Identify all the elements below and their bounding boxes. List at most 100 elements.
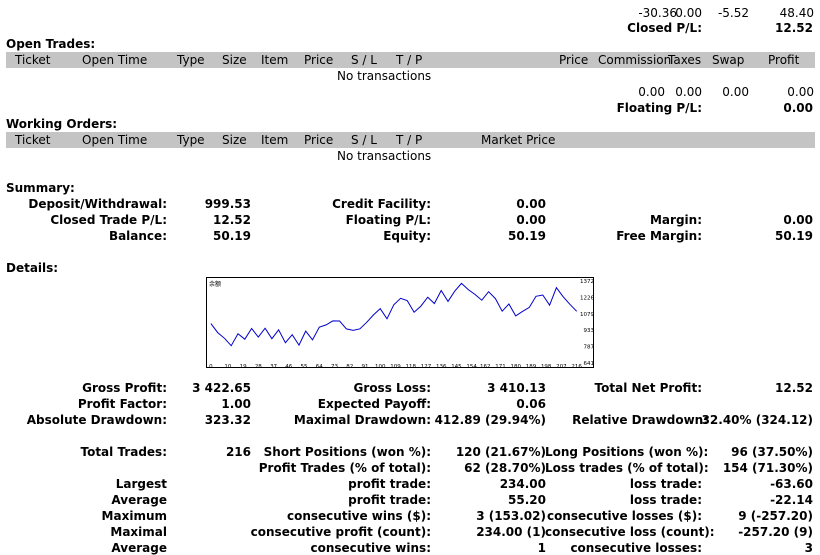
floating-pl-value: 0.00 <box>783 101 813 115</box>
y-tick-label: 1079 <box>580 312 594 318</box>
net-profit-value: 12.52 <box>775 381 813 395</box>
closed-pl-label: Closed P/L: <box>627 21 702 35</box>
col-item: Item <box>261 133 289 147</box>
working-orders-title: Working Orders: <box>6 117 118 131</box>
working-orders-empty: No transactions <box>337 149 432 163</box>
x-tick-label: 0 <box>209 364 213 369</box>
absolute-drawdown-label: Absolute Drawdown: <box>26 413 167 427</box>
profit-trades-value: 62 (28.70%) <box>464 461 546 475</box>
col-commission: Commission <box>598 53 672 67</box>
max-consecutive-losses-label: consecutive losses ($): <box>546 509 702 523</box>
x-tick-label: 145 <box>451 364 462 369</box>
average-loss-label: loss trade: <box>629 493 702 507</box>
x-tick-label: 73 <box>331 364 338 369</box>
long-positions-value: 96 (37.50%) <box>731 445 813 459</box>
largest-label: Largest <box>115 477 167 491</box>
profit-trades-label: Profit Trades (% of total): <box>258 461 431 475</box>
y-tick-label: 1372 <box>580 279 594 285</box>
summary-floating-label: Floating P/L: <box>345 213 431 227</box>
x-tick-label: 171 <box>495 364 506 369</box>
gross-profit-label: Gross Profit: <box>82 381 167 395</box>
short-positions-label: Short Positions (won %): <box>263 445 431 459</box>
total-trades-label: Total Trades: <box>80 445 167 459</box>
short-positions-value: 120 (21.67%) <box>455 445 546 459</box>
maximal-consecutive-loss-label: consecutive loss (count): <box>545 525 715 539</box>
open-commission-total: 0.00 <box>638 85 665 99</box>
balance-chart: 余额 1372 1226 1079 933 787 641 0 10 19 28 37 46 55 64… <box>206 277 595 370</box>
col-tp: T / P <box>396 133 423 147</box>
chart-title: 余额 <box>209 280 221 288</box>
equity-label: Equity: <box>383 229 431 243</box>
col-profit: Profit <box>768 53 800 67</box>
avg-consecutive-wins-label: consecutive wins: <box>310 541 431 555</box>
y-tick-label: 641 <box>584 361 595 367</box>
free-margin-label: Free Margin: <box>616 229 702 243</box>
x-tick-label: 100 <box>375 364 386 369</box>
relative-drawdown-value: 32.40% (324.12) <box>701 413 813 427</box>
y-tick-label: 933 <box>584 328 595 334</box>
x-tick-label: 118 <box>405 364 416 369</box>
top-value-2: 0.00 <box>675 6 702 20</box>
open-trades-header: Ticket Open Time Type Size Item Price S … <box>6 52 815 68</box>
col-size: Size <box>222 133 247 147</box>
closed-pl-value: 12.52 <box>775 21 813 35</box>
gross-profit-value: 3 422.65 <box>192 381 251 395</box>
maximal-label: Maximal <box>110 525 167 539</box>
col-ticket: Ticket <box>15 53 51 67</box>
average-consecutive-label: Average <box>111 541 167 555</box>
top-value-4: 48.40 <box>779 6 814 20</box>
largest-loss-label: loss trade: <box>629 477 702 491</box>
open-trades-empty: No transactions <box>337 69 432 83</box>
largest-profit-value: 234.00 <box>499 477 546 491</box>
gross-loss-label: Gross Loss: <box>353 381 431 395</box>
net-profit-label: Total Net Profit: <box>594 381 702 395</box>
col-size: Size <box>222 53 247 67</box>
summary-floating-value: 0.00 <box>516 213 546 227</box>
summary-title: Summary: <box>6 181 75 195</box>
col-type: Type <box>177 133 205 147</box>
x-tick-label: 207 <box>556 364 567 369</box>
free-margin-value: 50.19 <box>775 229 813 243</box>
col-open-time: Open Time <box>82 53 148 67</box>
x-tick-label: 91 <box>362 364 369 369</box>
x-tick-label: 180 <box>510 364 521 369</box>
x-tick-label: 28 <box>255 364 262 369</box>
maximal-drawdown-label: Maximal Drawdown: <box>293 413 431 427</box>
balance-chart-svg: 余额 1372 1226 1079 933 787 641 0 10 19 28 37 46 55 64… <box>206 277 595 370</box>
x-tick-label: 46 <box>285 364 292 369</box>
max-consecutive-wins-label: consecutive wins ($): <box>286 509 431 523</box>
absolute-drawdown-value: 323.32 <box>204 413 251 427</box>
gross-loss-value: 3 410.13 <box>487 381 546 395</box>
loss-trades-label: Loss trades (% of total): <box>545 461 709 475</box>
col-market-price: Market Price <box>481 133 556 147</box>
maximum-label: Maximum <box>101 509 167 523</box>
maximal-consecutive-profit-value: 234.00 (1) <box>476 525 546 539</box>
balance-label: Balance: <box>108 229 167 243</box>
max-consecutive-wins-value: 3 (153.02) <box>476 509 546 523</box>
open-trades-title: Open Trades: <box>6 37 96 51</box>
col-sl: S / L <box>351 53 377 67</box>
col-item: Item <box>261 53 289 67</box>
x-tick-label: 154 <box>466 364 477 369</box>
x-tick-label: 82 <box>346 364 353 369</box>
col-type: Type <box>177 53 205 67</box>
deposit-label: Deposit/Withdrawal: <box>28 197 167 211</box>
relative-drawdown-label: Relative Drawdown: <box>572 413 708 427</box>
open-taxes-total: 0.00 <box>675 85 702 99</box>
y-tick-label: 787 <box>584 345 595 351</box>
expected-payoff-label: Expected Payoff: <box>317 397 431 411</box>
y-tick-label: 1226 <box>580 295 594 301</box>
expected-payoff-value: 0.06 <box>516 397 546 411</box>
x-tick-label: 109 <box>390 364 401 369</box>
maximal-drawdown-value: 412.89 (29.94%) <box>434 413 546 427</box>
balance-line <box>210 282 578 347</box>
top-value-3: -5.52 <box>717 6 749 20</box>
x-tick-label: 19 <box>240 364 247 369</box>
x-tick-label: 127 <box>421 364 432 369</box>
x-tick-label: 10 <box>224 364 231 369</box>
long-positions-label: Long Positions (won %): <box>545 445 709 459</box>
col-price: Price <box>304 53 334 67</box>
col-taxes: Taxes <box>668 53 702 67</box>
average-profit-label: profit trade: <box>348 493 431 507</box>
loss-trades-value: 154 (71.30%) <box>722 461 813 475</box>
